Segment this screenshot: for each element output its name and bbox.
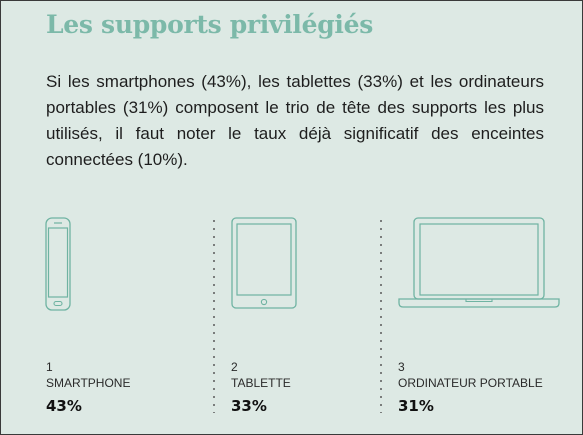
device-item-laptop: 3 ORDINATEUR PORTABLE 31% bbox=[398, 360, 543, 415]
device-percent: 43% bbox=[46, 397, 82, 415]
device-rank: 3 bbox=[398, 360, 405, 374]
device-item-smartphone: 1 SMARTPHONE 43% bbox=[46, 360, 130, 415]
tablet-icon bbox=[231, 217, 297, 309]
device-label: SMARTPHONE bbox=[46, 376, 131, 390]
intro-paragraph: Si les smartphones (43%), les tablettes … bbox=[46, 72, 544, 169]
device-label: TABLETTE bbox=[231, 376, 291, 390]
device-percent: 33% bbox=[231, 397, 267, 415]
device-percent: 31% bbox=[398, 397, 434, 415]
column-divider-1 bbox=[213, 217, 215, 413]
device-label: ORDINATEUR PORTABLE bbox=[398, 376, 543, 390]
device-rank: 1 bbox=[46, 360, 53, 374]
laptop-illustration bbox=[398, 217, 560, 309]
device-rank: 2 bbox=[231, 360, 238, 374]
smartphone-illustration bbox=[45, 217, 71, 311]
smartphone-icon bbox=[45, 217, 71, 311]
column-divider-2 bbox=[380, 217, 382, 413]
tablet-illustration bbox=[231, 217, 297, 309]
laptop-icon bbox=[398, 217, 560, 308]
device-item-tablet: 2 TABLETTE 33% bbox=[231, 360, 291, 415]
page-title: Les supports privilégiés bbox=[46, 10, 373, 39]
